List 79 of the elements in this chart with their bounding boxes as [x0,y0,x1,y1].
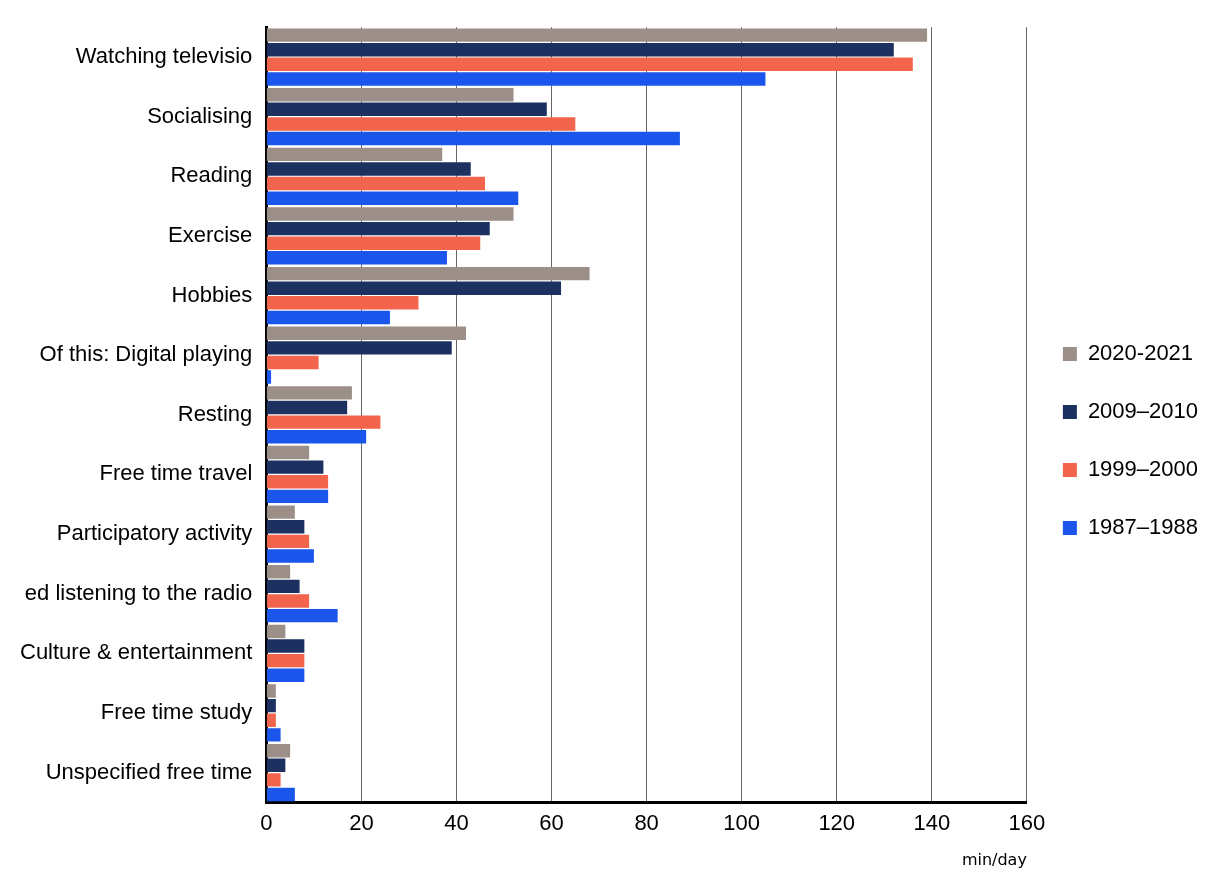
bar [266,668,305,682]
bar [266,191,519,205]
bar [266,88,514,102]
bar [266,624,286,639]
x-tick-label: 40 [444,809,469,835]
bar [266,534,310,549]
x-tick-label: 100 [723,809,761,835]
x-tick-label: 120 [818,809,856,835]
bar [266,176,485,191]
legend-label: 2009–2010 [1087,398,1199,424]
bar [266,653,305,668]
y-tick-label: Reading [170,162,253,188]
y-tick-label: Unspecified free time [45,758,253,784]
bar [266,310,390,325]
x-tick-label: 160 [1008,809,1046,835]
bar [266,579,300,594]
bar [266,281,562,295]
y-tick-label: Hobbies [171,281,253,307]
x-tick-label: 20 [349,809,374,835]
bar [266,639,305,653]
legend-label: 1987–1988 [1087,514,1199,540]
y-tick-label: Free time study [100,699,253,725]
bar [266,773,281,787]
y-tick-label: Culture & entertainment [20,639,253,665]
y-tick-label: Of this: Digital playing [39,341,253,367]
y-tick-label: Socialising [147,102,253,128]
bar [266,131,680,146]
bar [266,520,305,534]
y-tick-label: ed listening to the radio [24,579,253,605]
bar [266,608,338,623]
bar [266,251,447,265]
y-tick-label: Free time travel [99,460,253,486]
legend-label: 2020-2021 [1087,340,1194,366]
bar [266,326,466,340]
bar [266,386,352,400]
x-axis-title: min/day [961,849,1027,869]
bar [266,594,310,608]
bar [266,162,471,176]
bar [266,684,276,698]
bar [266,565,291,579]
bar [266,28,928,42]
bar [266,207,514,221]
bar [266,102,547,117]
legend-label: 1999–2000 [1087,456,1199,482]
bar [266,370,272,384]
bar [266,400,348,415]
bar [266,728,281,742]
bar [266,549,314,563]
bar [266,489,329,504]
bar [266,505,295,519]
bar [266,266,590,281]
y-tick-label: Participatory activity [56,520,253,546]
y-tick-label: Watching televisio [75,43,253,69]
bar [266,787,295,802]
x-tick-label: 0 [260,809,273,835]
x-tick-label: 60 [539,809,564,835]
bar [266,147,443,162]
bar [266,445,310,460]
x-tick-label: 80 [634,809,659,835]
bar [266,475,329,489]
bar [266,713,276,727]
bar [266,743,291,758]
y-tick-label: Resting [177,400,253,426]
bar [266,296,419,310]
bar [266,72,766,86]
bar [266,758,286,772]
bar [266,57,913,72]
y-tick-label: Exercise [167,221,253,247]
bar [266,429,367,444]
bar [266,42,894,57]
bar [266,460,324,474]
x-tick-label: 140 [913,809,951,835]
bar [266,355,319,370]
bar [266,341,452,355]
bar [266,698,276,713]
bar [266,221,490,236]
bar [266,415,381,429]
bar [266,236,481,250]
bar [266,117,576,131]
